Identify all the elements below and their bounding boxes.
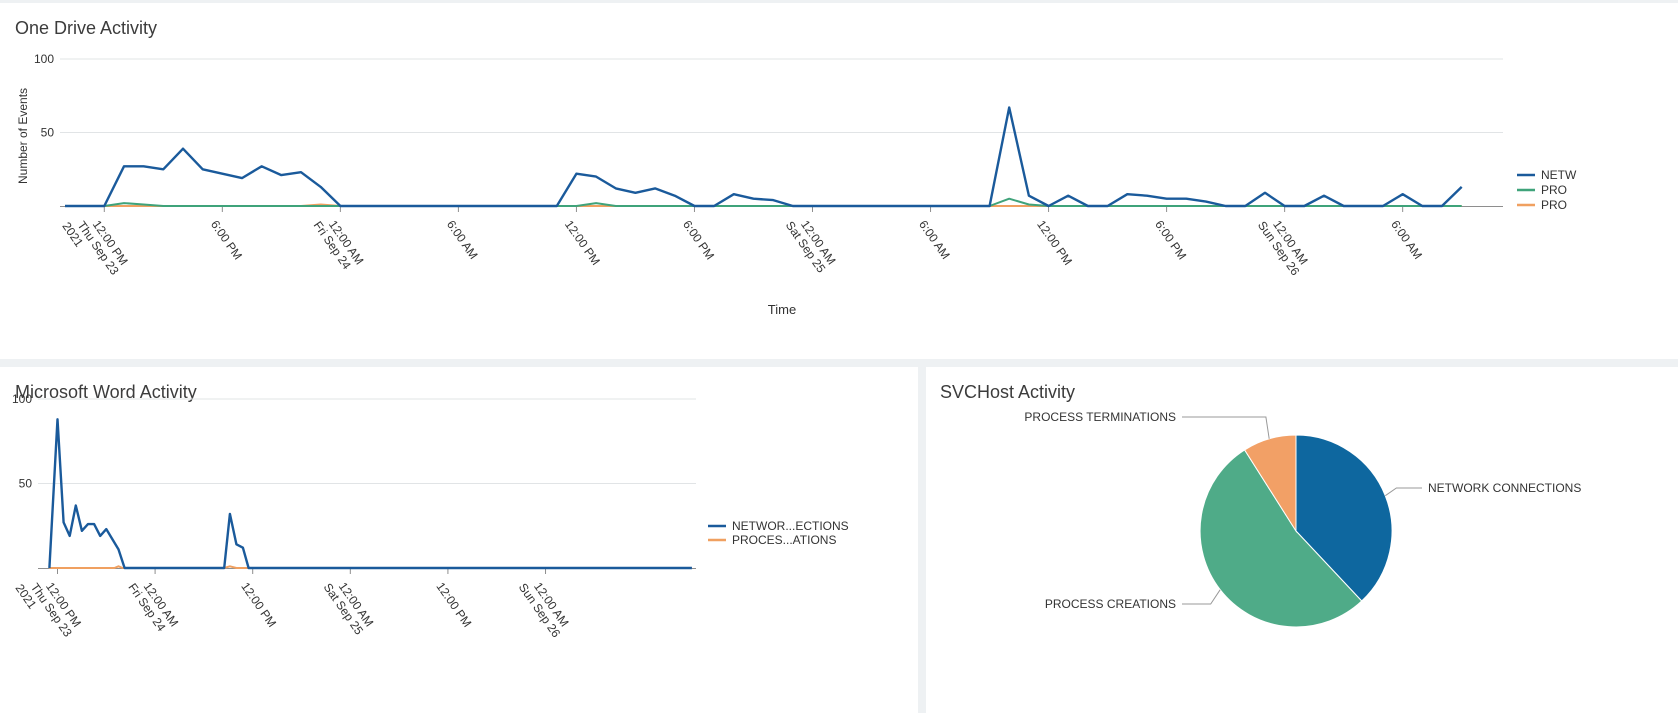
x-tick-label: 6:00 AM bbox=[916, 218, 953, 262]
legend-label: PRO bbox=[1541, 198, 1567, 212]
legend-item[interactable]: NETW bbox=[1517, 168, 1577, 182]
x-tick-label: 6:00 PM bbox=[208, 218, 245, 263]
x-tick-label: 6:00 PM bbox=[1152, 218, 1189, 263]
x-axis-title: Time bbox=[768, 302, 796, 317]
word-panel: Microsoft Word Activity 100 50 12:00 PM Thu… bbox=[0, 367, 918, 713]
pie-slice-2[interactable] bbox=[1243, 434, 1297, 533]
x-tick-label-group: 12:00 PM bbox=[1034, 218, 1075, 268]
x-tick-label-group: 6:00 AM bbox=[1388, 218, 1425, 262]
pie-label: PROCESS TERMINATIONS bbox=[1024, 410, 1176, 424]
pie-slice-1[interactable] bbox=[1199, 449, 1363, 628]
pie-label: NETWORK CONNECTIONS bbox=[1428, 481, 1581, 495]
x-tick-label: 6:00 AM bbox=[1388, 218, 1425, 262]
x-tick-label: 12:00 PM bbox=[562, 218, 603, 268]
pie-leader-line bbox=[1182, 589, 1221, 605]
x-tick-label-group: 12:00 PM bbox=[562, 218, 603, 268]
x-tick-label-group: 6:00 PM bbox=[680, 218, 717, 263]
x-tick-label-group: 6:00 PM bbox=[208, 218, 245, 263]
x-tick-label-group: 6:00 AM bbox=[444, 218, 481, 262]
y-tick-label: 100 bbox=[34, 52, 54, 66]
pie-leader-line bbox=[1182, 416, 1270, 439]
y-tick-label: 100 bbox=[12, 392, 32, 406]
pie-leader-line bbox=[1385, 487, 1422, 497]
y-axis-title: Number of Events bbox=[16, 88, 30, 184]
legend-label: NETWOR...ECTIONS bbox=[732, 519, 849, 533]
legend-label: NETW bbox=[1541, 168, 1577, 182]
onedrive-panel: One Drive Activity 100 50 12:00 PM Thu Sep … bbox=[0, 3, 1678, 359]
svchost-panel: SVCHost Activity NETWORK CONNECTIONS PROC… bbox=[926, 367, 1678, 713]
y-tick-label: 50 bbox=[41, 126, 55, 140]
x-tick-label-group: 12:00 PM bbox=[238, 580, 279, 630]
legend-item[interactable]: PRO bbox=[1517, 183, 1567, 197]
legend-item[interactable]: PRO bbox=[1517, 198, 1567, 212]
legend-label: PROCES...ATIONS bbox=[732, 533, 836, 547]
x-tick-label: 12:00 PM bbox=[1034, 218, 1075, 268]
series-line-0[interactable] bbox=[65, 106, 1463, 208]
series-line-1[interactable] bbox=[65, 197, 1462, 207]
word-title: Microsoft Word Activity bbox=[15, 382, 197, 402]
y-tick-label: 50 bbox=[19, 477, 33, 491]
series-line-0[interactable] bbox=[48, 418, 692, 570]
x-tick-label-group: 6:00 AM bbox=[916, 218, 953, 262]
x-tick-label-group: 12:00 PM bbox=[433, 580, 474, 630]
x-tick-label: 12:00 PM bbox=[238, 580, 279, 630]
pie-label: PROCESS CREATIONS bbox=[1045, 597, 1176, 611]
x-tick-label-group: 6:00 PM bbox=[1152, 218, 1189, 263]
x-tick-label: 12:00 PM bbox=[433, 580, 474, 630]
legend-label: PRO bbox=[1541, 183, 1567, 197]
legend-item[interactable]: PROCES...ATIONS bbox=[708, 533, 836, 547]
x-tick-label: 6:00 AM bbox=[444, 218, 481, 262]
onedrive-title: One Drive Activity bbox=[15, 18, 158, 38]
legend-item[interactable]: NETWOR...ECTIONS bbox=[708, 519, 849, 533]
svchost-title: SVCHost Activity bbox=[940, 382, 1076, 402]
x-tick-label: 6:00 PM bbox=[680, 218, 717, 263]
pie-slice-0[interactable] bbox=[1295, 434, 1393, 602]
svchost-pie-chart[interactable]: NETWORK CONNECTIONS PROCESS CREATIONS PROC… bbox=[926, 367, 1678, 713]
